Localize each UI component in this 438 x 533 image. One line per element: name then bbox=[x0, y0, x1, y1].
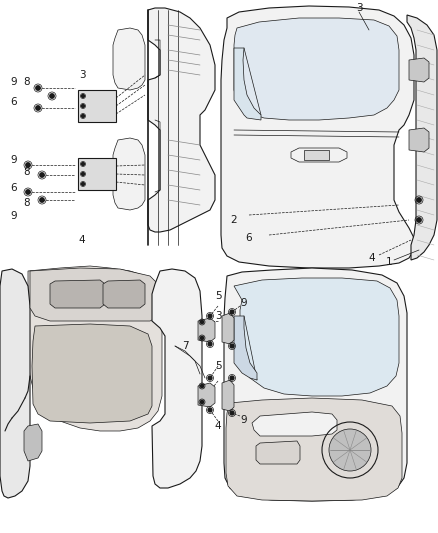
Polygon shape bbox=[234, 278, 399, 396]
Text: 8: 8 bbox=[24, 198, 30, 208]
Circle shape bbox=[230, 310, 234, 314]
Polygon shape bbox=[222, 380, 234, 411]
Circle shape bbox=[26, 190, 30, 194]
Polygon shape bbox=[198, 318, 215, 342]
Circle shape bbox=[36, 106, 40, 110]
Polygon shape bbox=[304, 150, 329, 160]
Circle shape bbox=[200, 336, 204, 340]
Text: 4: 4 bbox=[79, 235, 85, 245]
Circle shape bbox=[81, 95, 85, 98]
Polygon shape bbox=[78, 90, 116, 122]
Polygon shape bbox=[148, 8, 215, 232]
Polygon shape bbox=[226, 398, 402, 501]
Text: 8: 8 bbox=[24, 77, 30, 87]
Circle shape bbox=[417, 218, 421, 222]
Circle shape bbox=[26, 163, 30, 167]
Circle shape bbox=[40, 198, 44, 202]
Circle shape bbox=[50, 94, 54, 98]
Text: 5: 5 bbox=[215, 291, 221, 301]
Circle shape bbox=[81, 183, 85, 185]
Circle shape bbox=[36, 86, 40, 90]
Circle shape bbox=[200, 400, 204, 403]
Polygon shape bbox=[30, 268, 160, 321]
Circle shape bbox=[81, 115, 85, 117]
Text: 9: 9 bbox=[11, 211, 18, 221]
Circle shape bbox=[230, 411, 234, 415]
Polygon shape bbox=[234, 316, 257, 380]
Polygon shape bbox=[407, 15, 437, 260]
Polygon shape bbox=[224, 268, 407, 501]
Polygon shape bbox=[221, 6, 414, 268]
Circle shape bbox=[81, 163, 85, 165]
Text: 4: 4 bbox=[215, 421, 221, 431]
Circle shape bbox=[81, 173, 85, 175]
Circle shape bbox=[329, 429, 371, 471]
Circle shape bbox=[417, 198, 421, 202]
Polygon shape bbox=[78, 158, 116, 190]
Circle shape bbox=[208, 376, 212, 380]
Text: 9: 9 bbox=[11, 77, 18, 87]
Polygon shape bbox=[256, 441, 300, 464]
Text: 9: 9 bbox=[11, 155, 18, 165]
Text: 6: 6 bbox=[11, 97, 18, 107]
Text: 4: 4 bbox=[369, 253, 375, 263]
Polygon shape bbox=[291, 148, 347, 162]
Polygon shape bbox=[113, 138, 145, 210]
Text: 1: 1 bbox=[386, 257, 392, 267]
Polygon shape bbox=[409, 128, 429, 152]
Text: 6: 6 bbox=[11, 183, 18, 193]
Text: 9: 9 bbox=[241, 298, 247, 308]
Polygon shape bbox=[103, 280, 145, 308]
Text: 9: 9 bbox=[241, 415, 247, 425]
Polygon shape bbox=[222, 313, 234, 344]
Circle shape bbox=[40, 173, 44, 177]
Circle shape bbox=[208, 408, 212, 412]
Text: 3: 3 bbox=[215, 311, 221, 321]
Polygon shape bbox=[198, 383, 215, 407]
Circle shape bbox=[230, 344, 234, 348]
Polygon shape bbox=[50, 280, 105, 308]
Polygon shape bbox=[28, 266, 162, 431]
Polygon shape bbox=[234, 18, 399, 120]
Polygon shape bbox=[252, 412, 337, 436]
Polygon shape bbox=[234, 48, 261, 120]
Text: 3: 3 bbox=[79, 70, 85, 80]
Circle shape bbox=[200, 320, 204, 324]
Circle shape bbox=[200, 384, 204, 387]
Polygon shape bbox=[409, 58, 429, 82]
Text: 7: 7 bbox=[182, 341, 188, 351]
Polygon shape bbox=[0, 269, 30, 498]
Text: 2: 2 bbox=[231, 215, 237, 225]
Circle shape bbox=[208, 314, 212, 318]
Text: 3: 3 bbox=[356, 3, 362, 13]
Circle shape bbox=[81, 104, 85, 107]
Polygon shape bbox=[113, 28, 145, 90]
Polygon shape bbox=[152, 269, 202, 488]
Polygon shape bbox=[32, 324, 152, 423]
Polygon shape bbox=[24, 424, 42, 461]
Text: 5: 5 bbox=[215, 361, 221, 371]
Text: 6: 6 bbox=[246, 233, 252, 243]
Circle shape bbox=[208, 342, 212, 346]
Text: 8: 8 bbox=[24, 167, 30, 177]
Circle shape bbox=[230, 376, 234, 380]
